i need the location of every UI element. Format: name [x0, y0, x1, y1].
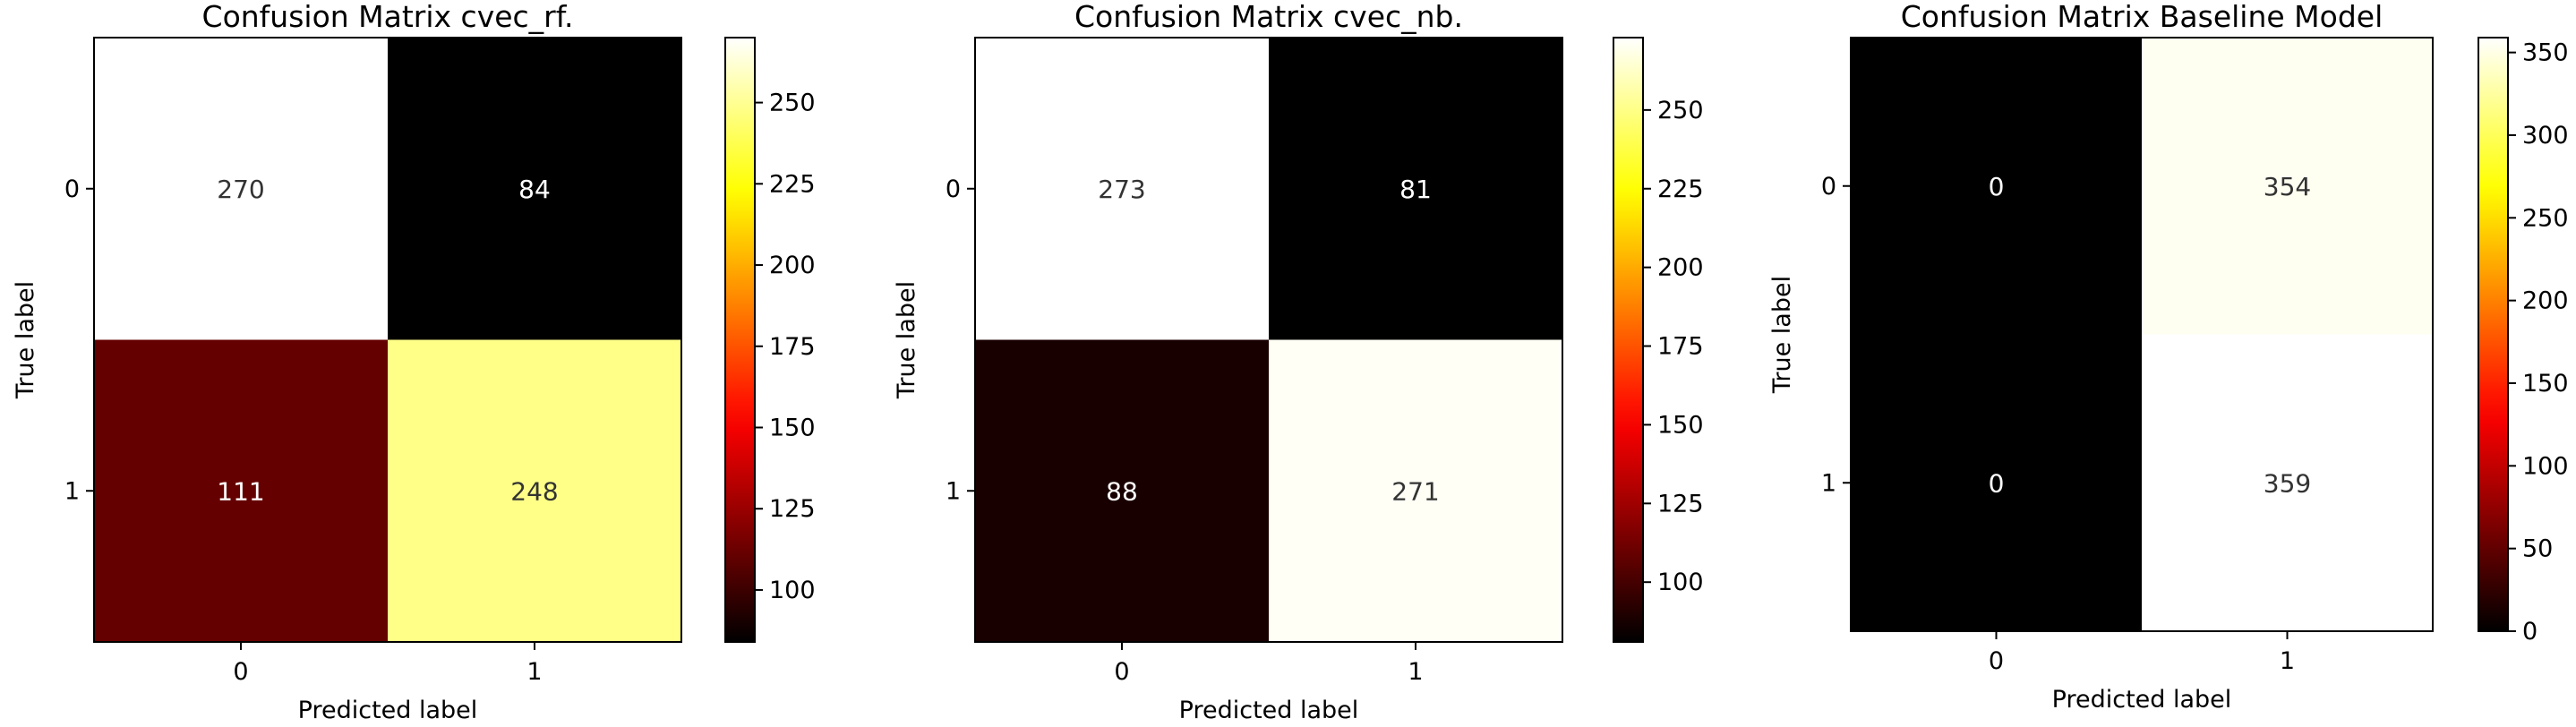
chart-title: Confusion Matrix Baseline Model — [1901, 0, 2383, 34]
heatmap-cell-1-1 — [1269, 339, 1562, 642]
y-axis-label: True label — [12, 281, 39, 399]
heatmap-cell-1-1 — [388, 339, 681, 642]
heatmap-cell-1-1 — [2142, 334, 2433, 631]
colorbar-tick-label: 200 — [769, 252, 816, 279]
colorbar — [2478, 37, 2509, 632]
x-tick-label-1: 1 — [2280, 647, 2295, 675]
heatmap-cell-1-0 — [1851, 334, 2142, 631]
colorbar-tick-label: 200 — [2522, 287, 2569, 315]
plot-frame — [93, 37, 682, 643]
colorbar-tick-label: 150 — [2522, 370, 2569, 398]
x-tick-label-1: 1 — [526, 658, 542, 686]
colorbar-tick-label: 50 — [2522, 535, 2553, 563]
y-tick-label-1: 1 — [1821, 469, 1836, 497]
colorbar — [1613, 37, 1644, 643]
colorbar-tick-label: 250 — [2522, 204, 2569, 232]
y-tick-label-0: 0 — [64, 175, 80, 203]
x-tick-label-1: 1 — [1408, 658, 1423, 686]
colorbar-tick-label: 225 — [1657, 175, 1704, 203]
heatmap-cell-1-0 — [975, 339, 1269, 642]
heatmap-cell-0-1 — [2142, 38, 2433, 335]
plot-frame — [974, 37, 1563, 643]
y-tick-label-1: 1 — [946, 477, 961, 505]
x-axis-label: Predicted label — [2052, 686, 2232, 714]
y-tick-label-1: 1 — [64, 477, 80, 505]
colorbar-tick-label: 300 — [2522, 122, 2569, 150]
cell-label-1-0: 0 — [1989, 468, 2005, 498]
y-axis-label: True label — [893, 281, 920, 399]
y-tick-label-0: 0 — [946, 175, 961, 203]
x-tick-label-0: 0 — [1114, 658, 1129, 686]
cell-label-1-0: 111 — [217, 476, 264, 506]
colorbar-tick-label: 0 — [2522, 618, 2537, 646]
colorbar-tick-label: 175 — [1657, 333, 1704, 361]
colorbar-tick-label: 100 — [2522, 452, 2569, 480]
chart-title: Confusion Matrix cvec_nb. — [1074, 0, 1463, 34]
heatmap-cell-0-1 — [1269, 38, 1562, 340]
chart-title: Confusion Matrix cvec_rf. — [202, 0, 574, 34]
colorbar-tick-label: 125 — [1657, 490, 1704, 517]
colorbar — [724, 37, 756, 643]
heatmap-cell-0-0 — [94, 38, 388, 340]
y-tick-label-0: 0 — [1821, 173, 1836, 201]
cell-label-1-1: 248 — [510, 476, 558, 506]
x-tick-label-0: 0 — [1989, 647, 2004, 675]
heatmap-cell-0-0 — [1851, 38, 2142, 335]
chart-panel-cvec-rf: Confusion Matrix cvec_rf. Predicted labe… — [12, 0, 816, 724]
cell-label-1-0: 88 — [1106, 476, 1138, 506]
colorbar-tick-label: 100 — [1657, 569, 1704, 596]
cell-label-0-0: 273 — [1098, 175, 1145, 204]
colorbar-tick-label: 250 — [769, 90, 816, 117]
x-axis-label: Predicted label — [298, 697, 478, 724]
plot-frame — [1850, 37, 2434, 632]
cell-label-0-0: 270 — [217, 175, 264, 204]
colorbar-tick-label: 350 — [2522, 39, 2569, 67]
cell-label-0-1: 84 — [518, 175, 551, 204]
heatmap-cell-0-1 — [388, 38, 681, 340]
cell-label-0-1: 354 — [2264, 172, 2311, 201]
x-tick-label-0: 0 — [233, 658, 248, 686]
colorbar-tick-label: 150 — [1657, 411, 1704, 439]
colorbar-tick-label: 175 — [769, 333, 816, 361]
chart-panel-baseline-model: Confusion Matrix Baseline Model Predicte… — [1768, 0, 2569, 714]
colorbar-tick-label: 225 — [769, 170, 816, 198]
heatmap-cell-1-0 — [94, 339, 388, 642]
cell-label-1-1: 359 — [2264, 468, 2311, 498]
x-axis-label: Predicted label — [1179, 697, 1359, 724]
heatmap-cell-0-0 — [975, 38, 1269, 340]
y-axis-label: True label — [1768, 276, 1796, 394]
cell-label-1-1: 271 — [1391, 476, 1439, 506]
colorbar-tick-label: 250 — [1657, 97, 1704, 124]
colorbar-tick-label: 100 — [769, 577, 816, 604]
cell-label-0-1: 81 — [1399, 175, 1432, 204]
colorbar-tick-label: 200 — [1657, 254, 1704, 282]
chart-panel-cvec-nb: Confusion Matrix cvec_nb. Predicted labe… — [893, 0, 1704, 724]
colorbar-tick-label: 150 — [769, 414, 816, 441]
colorbar-tick-label: 125 — [769, 495, 816, 523]
cell-label-0-0: 0 — [1989, 172, 2005, 201]
